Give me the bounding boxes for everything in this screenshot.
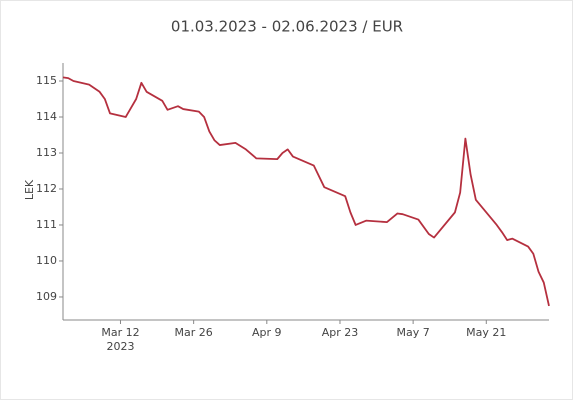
x-tick-label: Mar 26 bbox=[175, 326, 213, 339]
x-tick-label: Apr 23 bbox=[322, 326, 359, 339]
chart-title: 01.03.2023 - 02.06.2023 / EUR bbox=[171, 18, 403, 36]
x-year-label: 2023 bbox=[106, 340, 134, 353]
y-tick-label: 113 bbox=[36, 146, 57, 159]
y-tick-label: 114 bbox=[36, 110, 57, 123]
y-tick-label: 111 bbox=[36, 218, 57, 231]
x-tick-label: May 7 bbox=[397, 326, 430, 339]
x-tick-label: Mar 12 bbox=[101, 326, 139, 339]
y-tick-label: 115 bbox=[36, 74, 57, 87]
y-tick-label: 110 bbox=[36, 254, 57, 267]
y-tick-label: 112 bbox=[36, 182, 57, 195]
line bbox=[62, 76, 550, 307]
y-tick-label: 109 bbox=[36, 290, 57, 303]
y-axis-label: LEK bbox=[23, 179, 36, 200]
x-tick-label: Apr 9 bbox=[252, 326, 282, 339]
x-tick-label: May 21 bbox=[466, 326, 506, 339]
